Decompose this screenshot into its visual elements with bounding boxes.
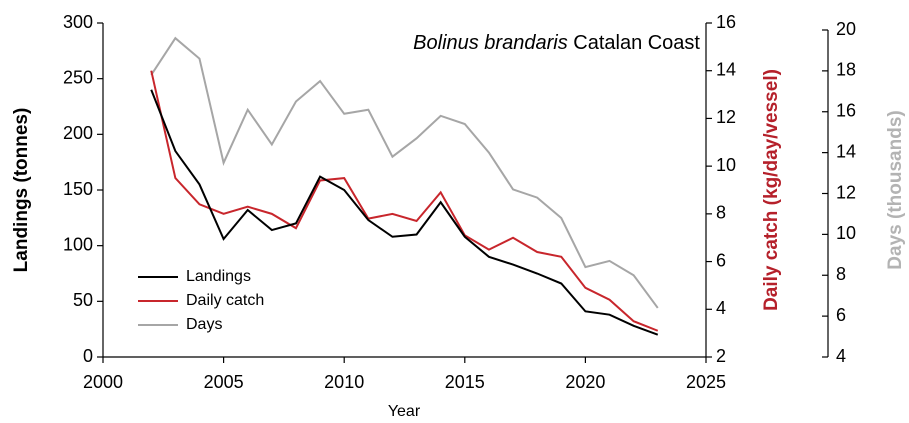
line-series — [150, 36, 659, 309]
y2-tick-label: 10 — [716, 155, 736, 175]
y-tick-label: 100 — [63, 234, 93, 254]
y-tick-label: 50 — [73, 290, 93, 310]
y2-tick-label: 2 — [716, 346, 726, 366]
y2-tick-label: 4 — [716, 298, 726, 318]
x-tick-label: 2025 — [686, 372, 726, 392]
y3-axis-label: Days (thousands) — [885, 110, 906, 269]
y2-tick-label: 6 — [716, 250, 726, 270]
y3-tick-label: 6 — [836, 305, 846, 325]
y-tick-label: 150 — [63, 179, 93, 199]
legend-label: Days — [186, 316, 222, 333]
y-tick-label: 300 — [63, 12, 93, 32]
y2-tick-label: 16 — [716, 12, 736, 32]
x-tick-label: 2005 — [204, 372, 244, 392]
title-species: Bolinus brandaris — [413, 32, 568, 54]
y2-tick-label: 12 — [716, 107, 736, 127]
y3-tick-label: 10 — [836, 223, 856, 243]
legend-label: Landings — [186, 268, 251, 285]
y2-tick-label: 14 — [716, 59, 736, 79]
y-tick-label: 0 — [83, 346, 93, 366]
chart-title: Bolinus brandaris Catalan Coast — [413, 32, 700, 54]
y-tick-label: 200 — [63, 123, 93, 143]
line-series — [150, 89, 659, 336]
y3-tick-label: 12 — [836, 182, 856, 202]
line-series — [150, 70, 659, 332]
y2-tick-label: 8 — [716, 203, 726, 223]
legend-label: Daily catch — [186, 292, 264, 309]
y3-tick-label: 18 — [836, 60, 856, 80]
x-tick-label: 2015 — [445, 372, 485, 392]
y2-axis-label: Daily catch (kg/day/vessel) — [761, 69, 782, 311]
y3-tick-label: 20 — [836, 19, 856, 39]
x-tick-label: 2000 — [83, 372, 123, 392]
y3-tick-label: 4 — [836, 346, 846, 366]
y3-tick-label: 14 — [836, 141, 856, 161]
x-axis-label: Year — [388, 403, 421, 420]
x-tick-label: 2020 — [565, 372, 605, 392]
y-tick-label: 250 — [63, 67, 93, 87]
y3-tick-label: 8 — [836, 264, 846, 284]
title-region: Catalan Coast — [573, 32, 700, 54]
y3-tick-label: 16 — [836, 101, 856, 121]
y-axis-label: Landings (tonnes) — [11, 108, 32, 273]
x-tick-label: 2010 — [324, 372, 364, 392]
